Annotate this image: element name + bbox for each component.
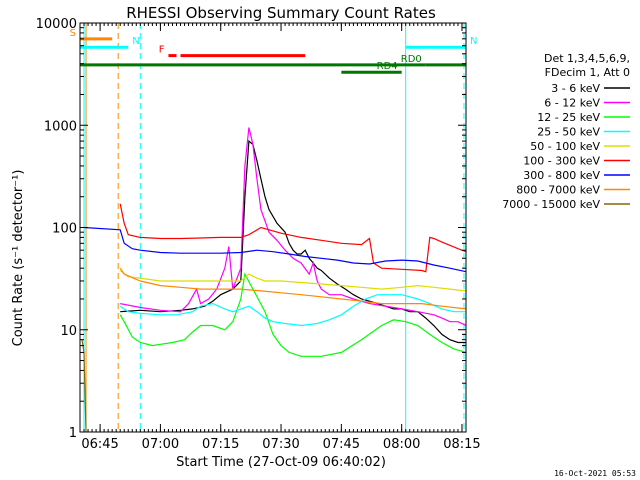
legend-header-line-2: FDecim 1, Att 0 <box>545 66 630 79</box>
state-bar-label: RD4 <box>377 61 398 72</box>
y-axis-label: Count Rate (s⁻¹ detector⁻¹) <box>11 170 26 347</box>
series-line <box>83 226 467 273</box>
legend-label: 12 - 25 keV <box>537 111 600 124</box>
series-line <box>120 139 466 344</box>
legend: Det 1,3,4,5,6,9, FDecim 1, Att 0 3 - 6 k… <box>502 52 630 211</box>
x-axis-label: Start Time (27-Oct-09 06:40:02) <box>176 455 386 470</box>
legend-label: 300 - 800 keV <box>523 169 600 182</box>
state-bar-label: S <box>70 28 76 39</box>
legend-label: 6 - 12 keV <box>544 97 600 110</box>
x-tick-label: 07:00 <box>142 437 179 452</box>
state-bar-label: N <box>470 36 477 47</box>
state-bar-label: F <box>159 45 165 56</box>
legend-label: 25 - 50 keV <box>537 126 600 139</box>
y-tick-label: 10 <box>60 324 77 339</box>
series-line <box>119 203 467 273</box>
legend-header-line-1: Det 1,3,4,5,6,9, <box>544 52 630 65</box>
x-tick-label: 07:15 <box>202 437 239 452</box>
x-tick-label: 08:15 <box>443 437 480 452</box>
y-tick-label: 10000 <box>36 17 77 32</box>
state-bar-label: N <box>132 36 139 47</box>
y-tick-label: 1000 <box>44 119 77 134</box>
series-line <box>119 294 466 327</box>
plot-frame <box>79 22 467 433</box>
legend-label: 3 - 6 keV <box>551 82 600 95</box>
legend-label: 7000 - 15000 keV <box>502 198 600 211</box>
series-line <box>119 270 467 292</box>
y-tick-label: 1 <box>69 426 77 441</box>
chart-title: RHESSI Observing Summary Count Rates <box>126 4 436 22</box>
x-tick-label: 07:45 <box>323 437 360 452</box>
x-tick-label: 07:30 <box>262 437 299 452</box>
y-tick-label: 100 <box>52 222 77 237</box>
legend-label: 100 - 300 keV <box>523 155 600 168</box>
series-line <box>120 127 467 327</box>
series-line <box>119 267 467 310</box>
x-tick-label: 06:45 <box>81 437 118 452</box>
state-bar-label: RD0 <box>401 54 422 65</box>
x-tick-label: 08:00 <box>383 437 420 452</box>
series-line <box>119 272 467 357</box>
legend-label: 50 - 100 keV <box>530 140 600 153</box>
generation-timestamp: 16-Oct-2021 05:53 <box>554 469 636 478</box>
legend-label: 800 - 7000 keV <box>516 184 600 197</box>
